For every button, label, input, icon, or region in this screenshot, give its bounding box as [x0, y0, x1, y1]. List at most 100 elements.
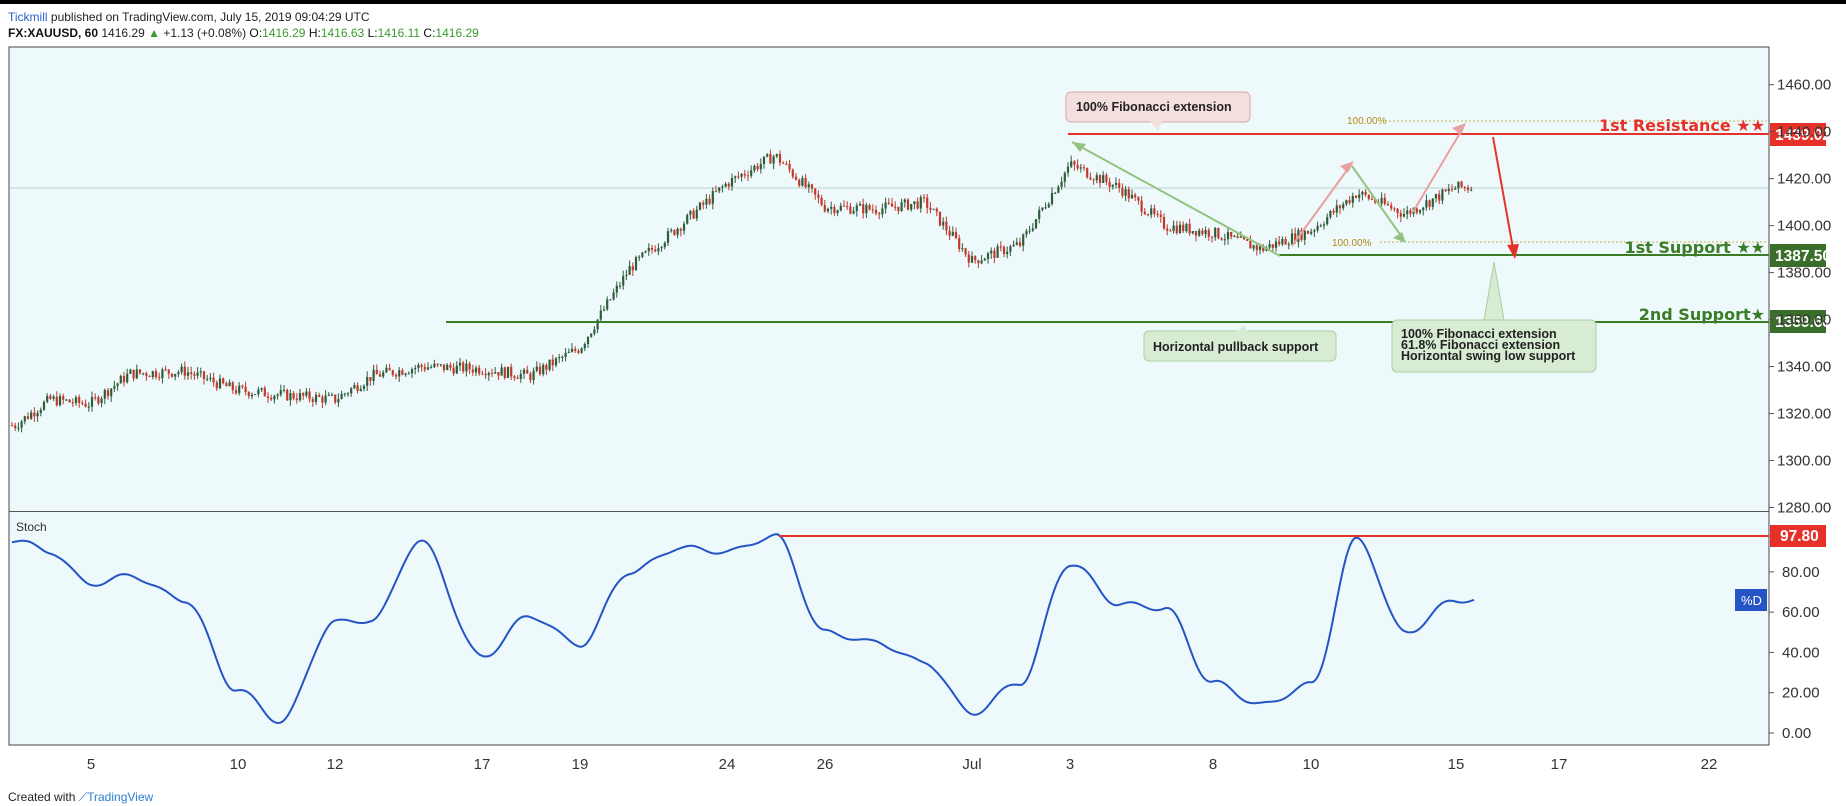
candle-body [30, 412, 33, 419]
candle-body [1185, 223, 1188, 232]
candle-body [1252, 245, 1255, 249]
candle-body [292, 393, 295, 399]
candle-body [1130, 194, 1134, 199]
candle-body [1319, 225, 1322, 227]
candle-body [39, 409, 42, 414]
candle-body [535, 366, 538, 371]
time-tick-label: 15 [1448, 756, 1465, 773]
author-link[interactable]: Tickmill [8, 10, 48, 24]
candle-body [1393, 208, 1396, 210]
stoch-tick-label: 80.00 [1782, 564, 1820, 581]
candle-body [990, 250, 993, 254]
confluence-callout[interactable]: 100% Fibonacci extension 61.8% Fibonacci… [1391, 261, 1597, 373]
candle-body [586, 336, 590, 345]
fib-extension-callout[interactable]: 100% Fibonacci extension [1065, 91, 1251, 131]
candle-body [1150, 208, 1153, 215]
stoch-d-line [11, 533, 1475, 725]
candle-body [100, 398, 103, 404]
candle-body [1162, 217, 1166, 229]
candle-body [842, 205, 846, 207]
candle-body [458, 362, 462, 366]
candle-body [1089, 177, 1092, 180]
candle-body [1294, 233, 1297, 243]
candle-body [734, 176, 737, 178]
candle-body [910, 203, 913, 210]
candle-body [1092, 179, 1095, 181]
candle-body [1406, 210, 1409, 215]
candle-body [1418, 210, 1422, 213]
candle-body [17, 427, 20, 429]
candle-body [23, 416, 26, 422]
candle-body [273, 395, 276, 400]
candle-body [737, 176, 740, 178]
price-tick-label: 1280.00 [1777, 499, 1831, 516]
candle-body [388, 367, 391, 371]
candle-body [190, 372, 193, 375]
candle-body [1118, 182, 1121, 188]
candle-body [247, 392, 250, 397]
tradingview-link[interactable]: TradingView [87, 790, 154, 804]
time-tick-label: 26 [817, 756, 834, 773]
candle-body [1105, 175, 1108, 182]
candle-body [913, 201, 916, 204]
candle-body [814, 188, 817, 195]
candle-body [836, 210, 839, 214]
candle-body [215, 382, 218, 389]
candle-body [1441, 189, 1444, 201]
resistance-1-title: 1st Resistance ★★ [1599, 116, 1765, 135]
stoch-tick-label: 0.00 [1782, 725, 1811, 742]
price-tick-label: 1300.00 [1777, 453, 1831, 470]
candle-body [116, 383, 119, 387]
candle-body [324, 395, 327, 403]
candle-body [874, 209, 878, 214]
candle-body [817, 194, 820, 198]
time-tick-label: 3 [1066, 756, 1074, 773]
candle-body [564, 352, 567, 357]
candle-body [26, 416, 30, 419]
candle-body [682, 223, 686, 231]
stoch-level-badge [1770, 525, 1826, 547]
candle-body [170, 373, 174, 377]
candle-body [900, 202, 903, 211]
price-pane[interactable] [9, 47, 1769, 511]
candle-body [612, 292, 615, 300]
candle-body [1226, 231, 1230, 240]
candle-body [724, 183, 727, 187]
stoch-d-badge[interactable] [1735, 589, 1767, 611]
candle-body [1194, 231, 1198, 236]
close-value: 1416.29 [435, 26, 479, 40]
candle-body [849, 206, 852, 214]
candle-body [756, 165, 759, 170]
candle-body [404, 373, 407, 375]
candle-body [474, 367, 478, 373]
candle-body [145, 373, 148, 377]
pullback-callout[interactable]: Horizontal pullback support [1143, 325, 1337, 362]
price-axis-bg[interactable] [1769, 47, 1846, 745]
candle-body [241, 385, 244, 387]
candle-body [394, 374, 398, 377]
candle-body [1386, 203, 1390, 206]
candle-body [830, 206, 833, 209]
candle-body [372, 369, 375, 381]
candle-body [1306, 230, 1310, 234]
candle-body [574, 348, 577, 351]
candle-body [353, 385, 356, 389]
candle-body [468, 363, 471, 370]
candle-body [676, 228, 679, 235]
candle-body [148, 376, 151, 378]
candle-body [1121, 187, 1124, 196]
candle-body [36, 413, 39, 417]
stoch-pane[interactable] [9, 512, 1769, 745]
candle-body [1450, 188, 1454, 190]
candle-body [14, 425, 17, 429]
candle-body [743, 174, 746, 176]
support-1-title: 1st Support ★★ [1625, 238, 1765, 257]
candle-body [1274, 241, 1278, 248]
candle-body [890, 203, 894, 207]
price-tick-label: 1400.00 [1777, 218, 1831, 235]
candle-body [462, 362, 465, 372]
candle-body [225, 383, 228, 387]
price-tick-label: 1320.00 [1777, 406, 1831, 423]
candle-body [561, 356, 564, 358]
